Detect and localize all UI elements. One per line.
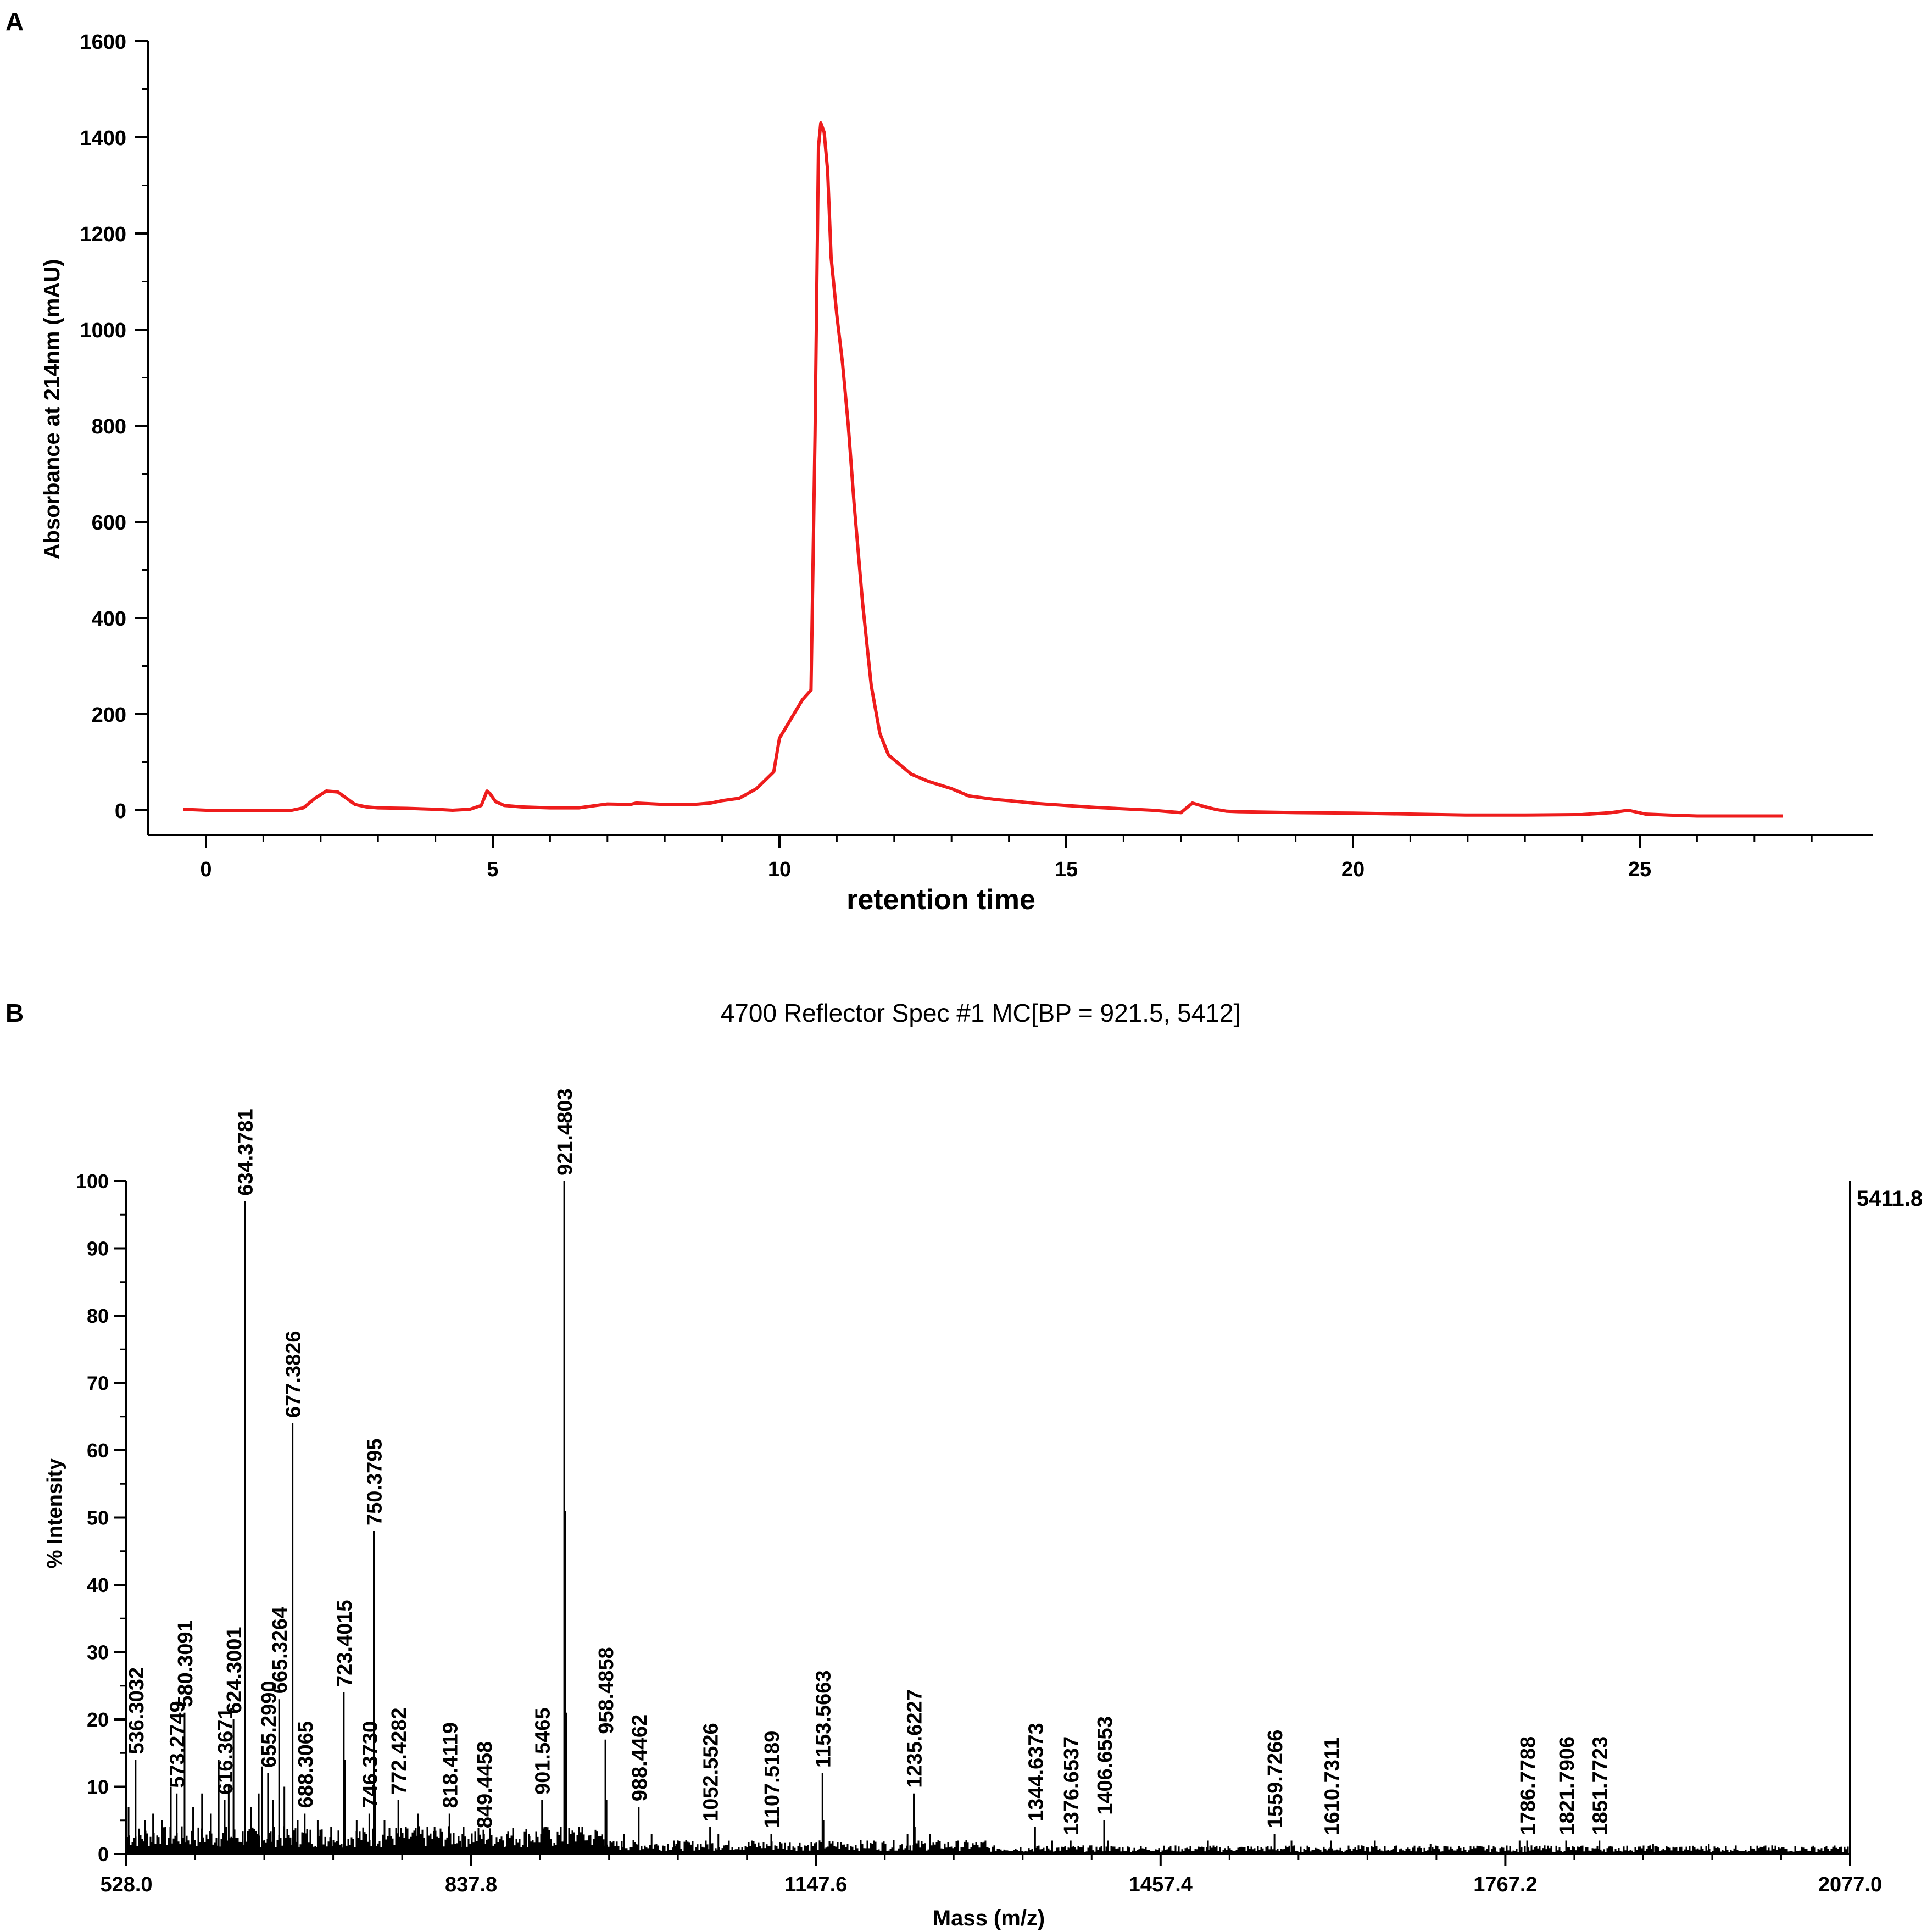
spectrum-x-tick-label: 528.0: [100, 1873, 152, 1896]
chromatogram-y-tick-label: 200: [92, 704, 126, 727]
spectrum-peak-label: 723.4015: [333, 1600, 357, 1688]
chromatogram-y-tick-label: 0: [115, 800, 126, 823]
mass-spectrum-chart: 4700 Reflector Spec #1 MC[BP = 921.5, 54…: [43, 999, 1923, 1930]
spectrum-y-tick-label: 20: [87, 1708, 109, 1731]
spectrum-peak-label: 1052.5526: [700, 1723, 723, 1822]
spectrum-x-tick-label: 1767.2: [1473, 1873, 1537, 1896]
chromatogram-x-tick-label: 5: [487, 858, 498, 881]
spectrum-peak-label: 772.4282: [388, 1708, 411, 1795]
spectrum-y-axis-label: % Intensity: [43, 1458, 66, 1569]
spectrum-y-tick-label: 40: [87, 1574, 109, 1596]
spectrum-peak-label: 958.4858: [595, 1647, 618, 1734]
spectrum-peak-label: 849.4458: [474, 1741, 497, 1829]
spectrum-y-tick-label: 10: [87, 1776, 109, 1799]
spectrum-peak-label: 901.5465: [532, 1708, 555, 1795]
spectrum-peak-label: 655.2990: [258, 1681, 281, 1768]
panel-a-label: A: [5, 7, 24, 36]
chromatogram-y-axis-label: Absorbance at 214nm (mAU): [40, 259, 64, 560]
max-intensity-label: 5411.8: [1857, 1187, 1923, 1211]
spectrum-peak-label: 1851.7723: [1589, 1736, 1612, 1835]
chromatogram-x-tick-label: 25: [1628, 858, 1651, 881]
spectrum-peak-label: 1786.7788: [1517, 1736, 1540, 1835]
spectrum-peak-label: 1153.5663: [812, 1670, 835, 1768]
spectrum-peak-label: 1406.6553: [1094, 1716, 1117, 1815]
spectrum-x-tick-label: 1457.4: [1129, 1873, 1193, 1896]
spectrum-peak-label: 677.3826: [282, 1331, 305, 1418]
chromatogram-y-tick-label: 600: [92, 511, 126, 534]
spectrum-x-tick-label: 1147.6: [784, 1873, 847, 1896]
spectrum-y-tick-label: 30: [87, 1641, 109, 1664]
spectrum-peak-label: 536.3032: [125, 1667, 148, 1755]
spectrum-peak-label: 665.3264: [269, 1607, 292, 1694]
chromatogram-x-axis-label: retention time: [846, 884, 1035, 916]
spectrum-y-tick-label: 70: [87, 1372, 109, 1395]
chromatogram-y-tick-label: 400: [92, 608, 126, 631]
spectrum-peak-label: 921.4803: [554, 1089, 577, 1176]
chromatogram-y-tick-label: 1200: [80, 223, 126, 246]
spectrum-peak-label: 1610.7311: [1321, 1738, 1344, 1835]
chromatogram-x-tick-label: 10: [768, 858, 791, 881]
spectrum-peak-label: 1235.6227: [904, 1689, 927, 1788]
spectrum-y-tick-label: 50: [87, 1507, 109, 1529]
chromatogram-trace: [183, 121, 1783, 818]
spectrum-peak-label: 1107.5189: [761, 1731, 784, 1829]
chromatogram-x-tick-label: 15: [1055, 858, 1078, 881]
spectrum-y-tick-label: 60: [87, 1439, 109, 1462]
spectrum-peak-label: 1376.6537: [1060, 1736, 1083, 1835]
spectrum-peak-label: 1821.7906: [1556, 1736, 1579, 1835]
spectrum-peak-label: 818.4119: [439, 1722, 462, 1808]
panel-b-label: B: [5, 999, 24, 1027]
spectrum-y-tick-label: 100: [76, 1170, 109, 1193]
spectrum-peak-label: 688.3065: [294, 1721, 318, 1808]
chromatogram-y-tick-label: 800: [92, 415, 126, 438]
chromatogram-chart: 0 200 400 600 800 1000 1200 1400 1600 0 5 10 15 20 25…: [40, 31, 1873, 916]
spectrum-peak-label: 988.4462: [628, 1714, 651, 1802]
spectrum-peak-label: 573.2749: [166, 1701, 190, 1788]
spectrum-x-tick-label: 837.8: [445, 1873, 497, 1896]
spectrum-peak-label: 750.3795: [364, 1439, 387, 1526]
spectrum-peak-label: 746.3730: [359, 1721, 382, 1808]
chromatogram-y-tick-label: 1600: [80, 31, 126, 54]
chromatogram-x-tick-label: 0: [200, 858, 211, 881]
chromatogram-y-tick-label: 1000: [80, 319, 126, 342]
spectrum-peak-label: 1344.6373: [1024, 1723, 1048, 1822]
spectrum-peak-label: 580.3091: [174, 1620, 197, 1707]
chromatogram-x-tick-label: 20: [1341, 858, 1365, 881]
mass-spectrum-title: 4700 Reflector Spec #1 MC[BP = 921.5, 54…: [721, 999, 1241, 1027]
spectrum-peak-label: 624.3001: [223, 1627, 246, 1714]
chromatogram-y-tick-label: 1400: [80, 127, 126, 150]
spectrum-x-axis-label: Mass (m/z): [933, 1906, 1045, 1930]
spectrum-peak-label: 1559.7266: [1264, 1730, 1287, 1829]
spectrum-y-tick-label: 90: [87, 1238, 109, 1260]
spectrum-y-tick-label: 0: [98, 1843, 109, 1866]
spectrum-x-tick-label: 2077.0: [1818, 1873, 1882, 1896]
spectrum-peak-label: 634.3781: [235, 1109, 258, 1196]
spectrum-y-tick-label: 80: [87, 1305, 109, 1327]
